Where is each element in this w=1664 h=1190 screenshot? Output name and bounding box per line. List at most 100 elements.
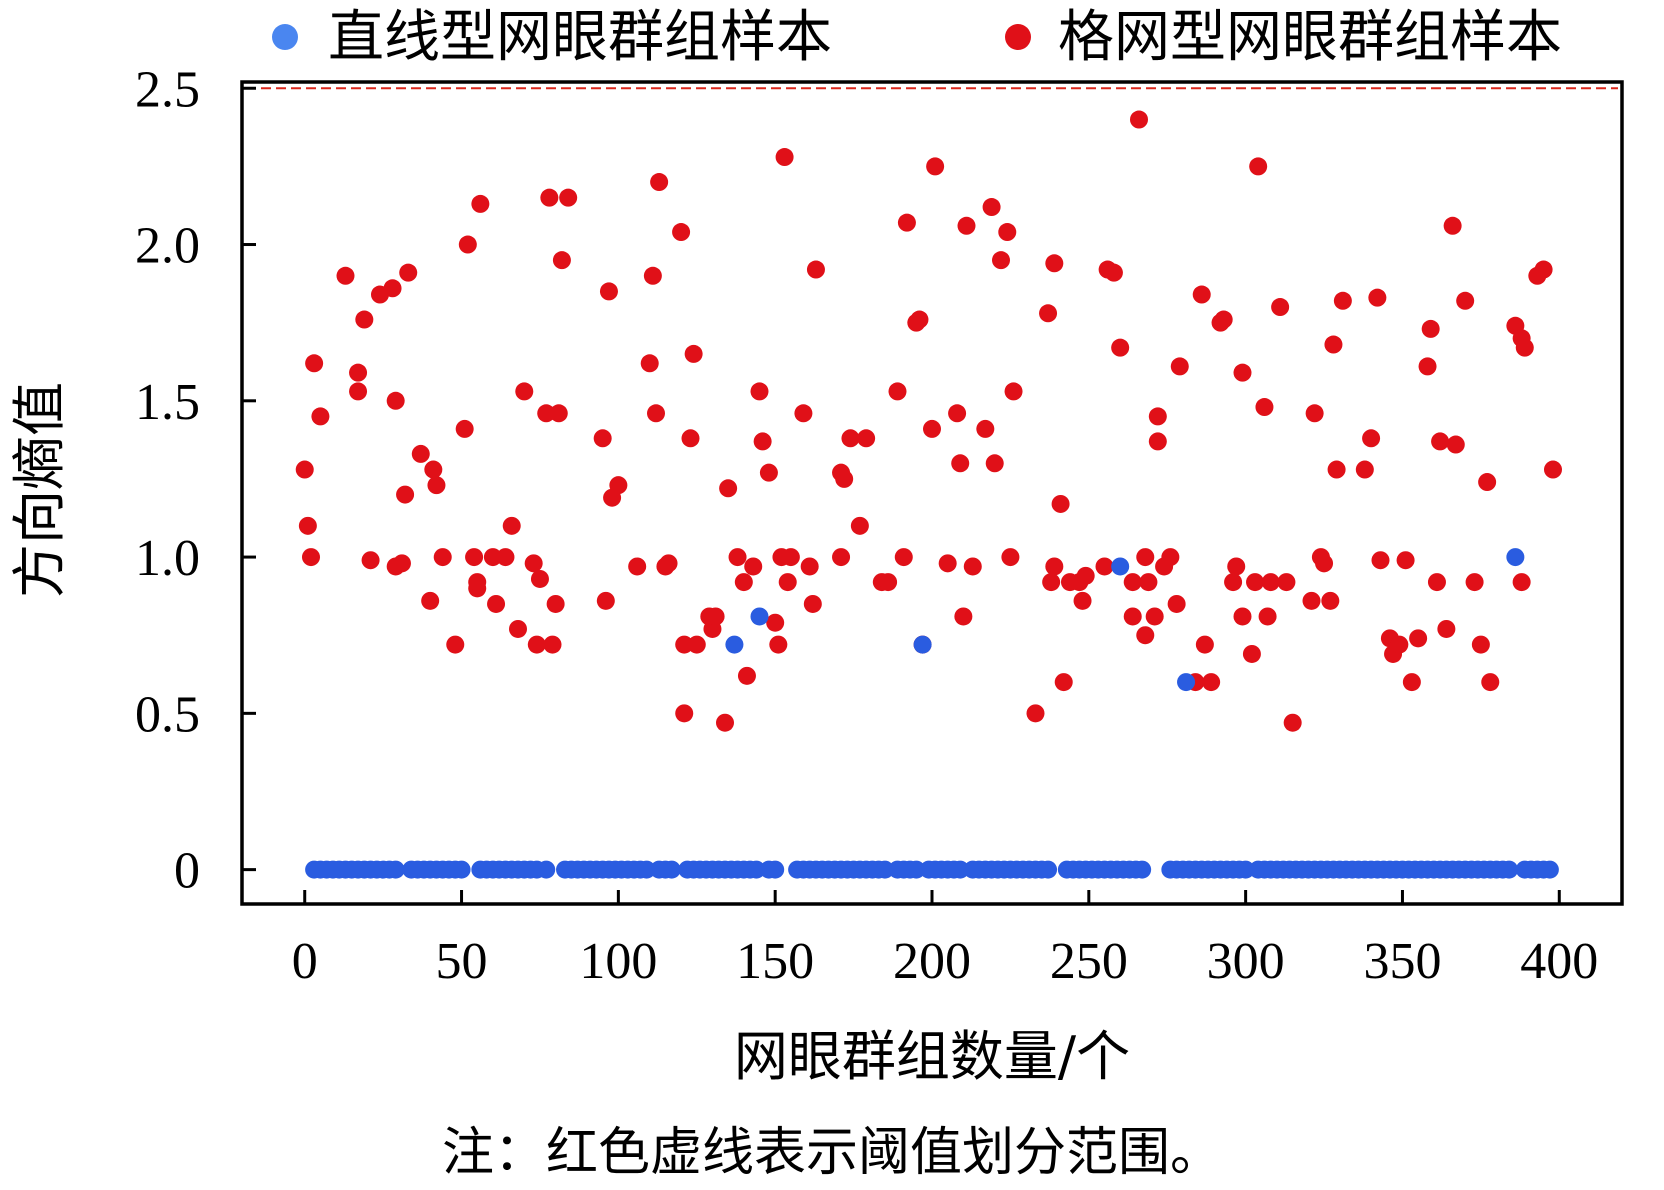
point-grid [543,635,562,654]
point-grid [734,573,753,592]
point-grid [433,548,452,567]
point-grid [659,554,678,573]
y-tick-label: 0 [174,843,200,900]
point-grid [681,429,700,448]
point-grid [496,548,515,567]
point-grid [1233,363,1252,382]
point-grid [992,251,1010,270]
point-grid [530,569,549,588]
point-grid [800,557,819,576]
point-grid [1246,573,1265,592]
point-grid [1136,626,1155,645]
point-grid [1431,432,1450,451]
point-straight [875,860,894,879]
y-tick-label: 2.5 [135,61,200,118]
point-grid [1026,704,1045,723]
point-grid [559,188,578,207]
y-tick-label: 1.0 [135,530,200,587]
point-grid [305,354,324,373]
point-grid [938,554,957,573]
point-grid [1261,573,1280,592]
point-straight [1506,548,1525,567]
point-grid [1123,573,1142,592]
point-grid [527,635,546,654]
point-grid [706,607,725,626]
point-straight [766,860,785,879]
point-grid [1001,548,1020,567]
point-grid [596,591,615,610]
point-grid [471,194,490,213]
point-grid [1471,635,1490,654]
point-grid [1004,382,1023,401]
point-grid [1443,216,1462,235]
axis-ticks: 0 50 100 150 200 250 300 350 400 0 0.5 1.0 1.5 2.0 2.5 [135,61,1598,990]
point-grid [1242,644,1261,663]
point-grid [1073,591,1092,610]
point-grid [468,573,487,592]
point-grid [455,419,474,438]
point-straight [637,860,656,879]
point-straight [386,860,405,879]
point-grid [647,404,665,423]
point-grid [716,713,734,732]
point-grid [948,404,967,423]
point-grid [1224,573,1243,592]
point-grid [775,148,794,167]
point-grid [640,354,659,373]
point-straight [913,635,932,654]
point-grid [1139,573,1158,592]
point-grid [515,382,534,401]
point-grid [1456,291,1475,310]
point-grid [1161,548,1180,567]
point-grid [1271,298,1290,317]
point-grid [599,282,618,301]
point-grid [888,382,907,401]
point-straight [1540,860,1559,879]
point-grid [1202,673,1221,692]
point-grid [894,548,913,567]
point-grid [687,635,706,654]
point-grid [737,666,756,685]
legend-label-straight: 直线型网眼群组样本 [328,5,832,70]
point-grid [537,404,556,423]
point-grid [1111,338,1130,357]
point-grid [643,266,662,285]
point-straight [452,860,471,879]
point-grid [609,476,628,495]
y-tick-label: 1.5 [135,374,200,431]
point-grid [487,594,506,613]
point-grid [1095,557,1114,576]
point-grid [1227,557,1246,576]
point-grid [1167,594,1186,613]
point-grid [976,419,995,438]
point-grid [998,223,1017,242]
point-grid [1195,635,1214,654]
point-grid [1123,607,1142,626]
point-grid [835,469,854,488]
point-grid [1421,319,1440,338]
point-grid [383,279,402,298]
point-straight [1236,860,1255,879]
x-axis-title: 网眼群组数量/个 [734,1025,1130,1088]
point-grid [857,429,876,448]
point-grid [1446,435,1465,454]
point-grid [1515,338,1534,357]
point-grid [650,173,669,192]
point-grid [421,591,440,610]
point-grid [897,213,916,232]
x-tick-label: 100 [579,933,657,990]
point-grid [446,635,465,654]
point-straight [537,860,556,879]
point-grid [1362,429,1381,448]
point-grid [399,263,418,282]
point-grid [963,557,982,576]
point-straight [1133,860,1152,879]
point-grid [1045,254,1064,273]
point-grid [923,419,941,438]
point-grid [982,198,1001,217]
x-tick-label: 400 [1520,933,1598,990]
point-grid [1305,404,1324,423]
point-grid [465,548,484,567]
point-grid [1437,619,1456,638]
point-grid [1409,629,1428,648]
